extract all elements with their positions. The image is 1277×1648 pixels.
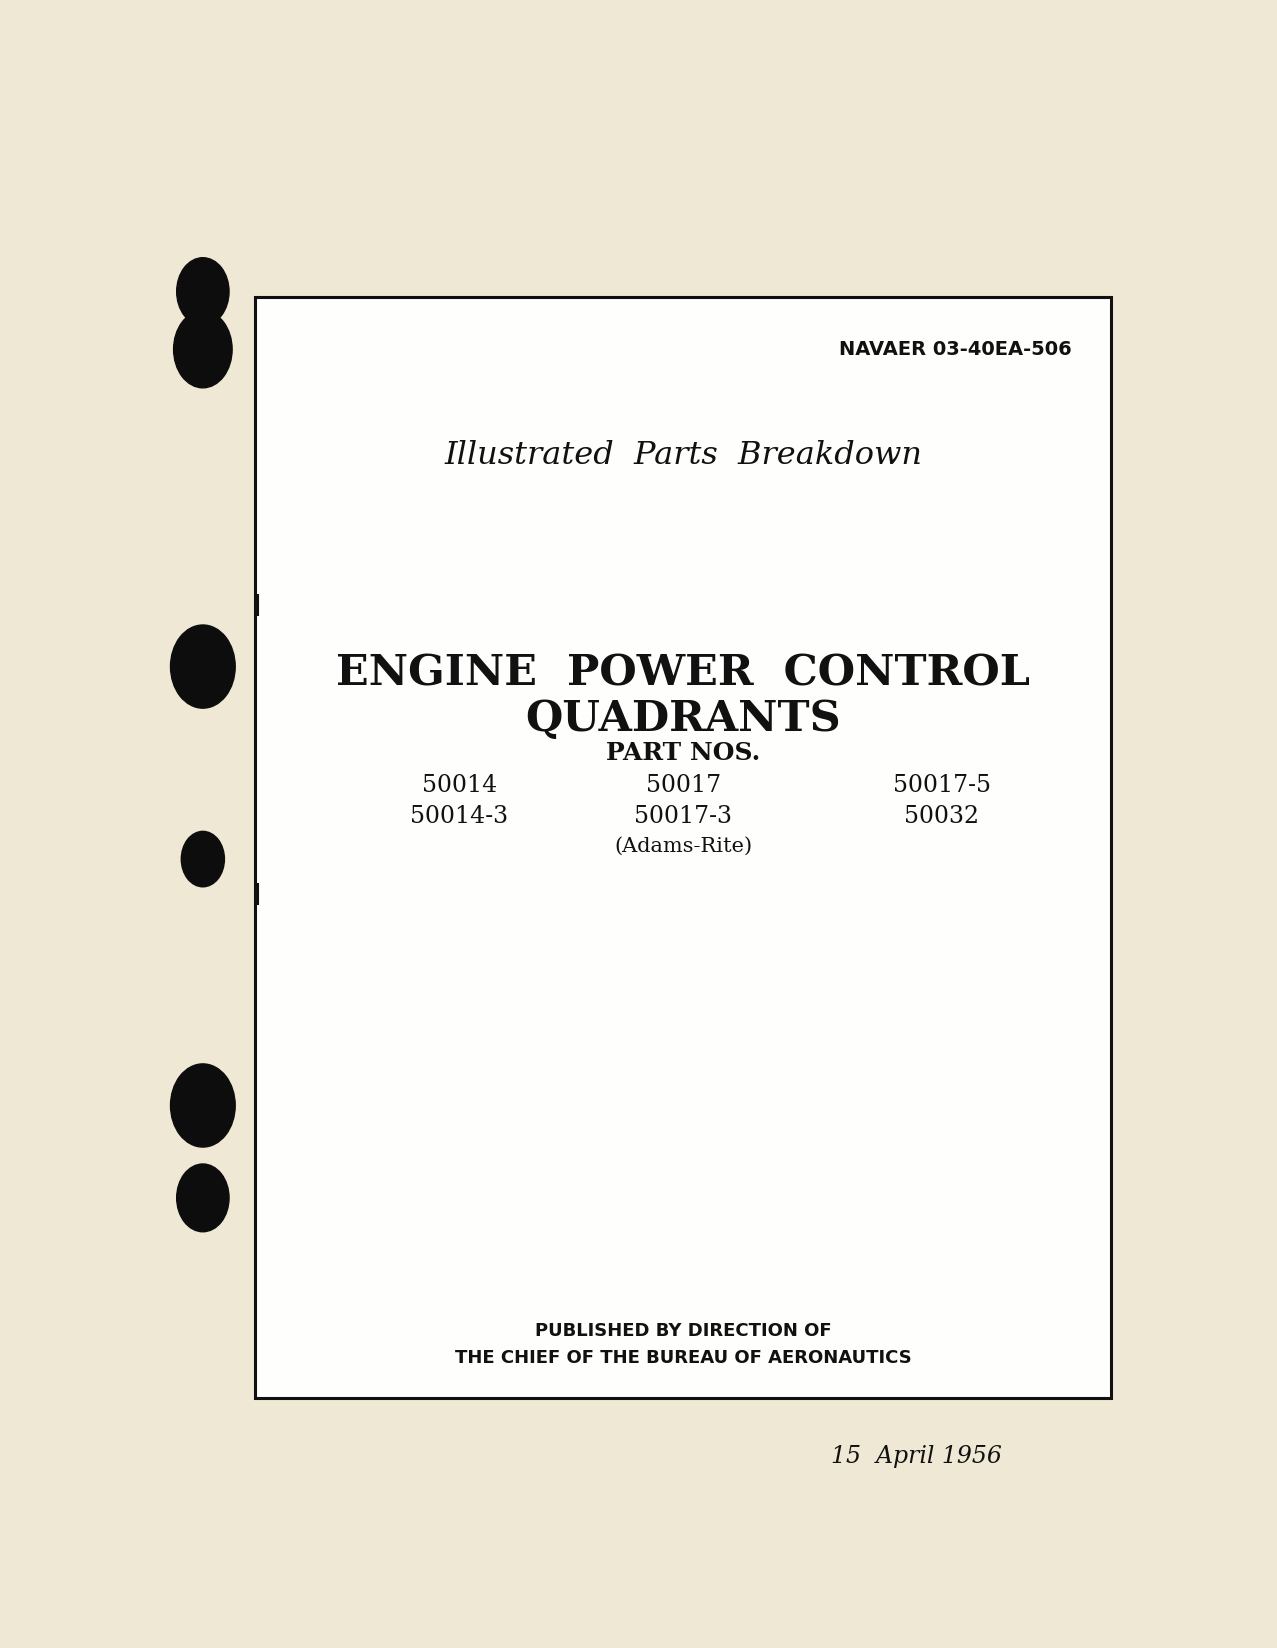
- Bar: [255, 298, 1111, 1398]
- Text: 50014: 50014: [421, 773, 497, 796]
- Ellipse shape: [176, 259, 229, 326]
- Text: 50014-3: 50014-3: [410, 804, 508, 827]
- Text: 50017-3: 50017-3: [635, 804, 732, 827]
- Text: 50017-5: 50017-5: [893, 773, 991, 796]
- Text: THE CHIEF OF THE BUREAU OF AERONAUTICS: THE CHIEF OF THE BUREAU OF AERONAUTICS: [455, 1348, 912, 1366]
- Ellipse shape: [174, 311, 232, 389]
- Text: NAVAER 03-40EA-506: NAVAER 03-40EA-506: [839, 339, 1071, 359]
- Ellipse shape: [171, 626, 235, 709]
- Ellipse shape: [171, 1065, 235, 1147]
- Text: PART NOS.: PART NOS.: [607, 740, 761, 765]
- Text: ENGINE  POWER  CONTROL: ENGINE POWER CONTROL: [336, 653, 1031, 694]
- Text: (Adams-Rite): (Adams-Rite): [614, 837, 752, 855]
- Text: 50017: 50017: [646, 773, 722, 796]
- Text: QUADRANTS: QUADRANTS: [525, 699, 842, 740]
- Text: 50032: 50032: [904, 804, 979, 827]
- Ellipse shape: [176, 1163, 229, 1233]
- Ellipse shape: [181, 832, 225, 887]
- Text: 15  April 1956: 15 April 1956: [831, 1444, 1002, 1467]
- Text: PUBLISHED BY DIRECTION OF: PUBLISHED BY DIRECTION OF: [535, 1322, 831, 1340]
- Text: Illustrated  Parts  Breakdown: Illustrated Parts Breakdown: [444, 440, 922, 471]
